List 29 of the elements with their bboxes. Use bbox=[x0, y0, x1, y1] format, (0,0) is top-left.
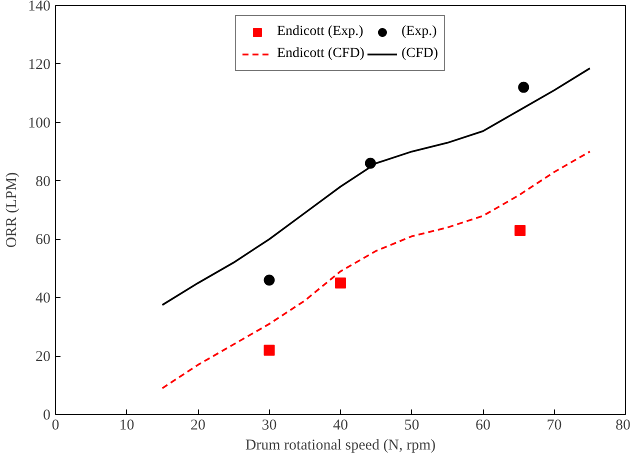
y-tick-label: 140 bbox=[28, 0, 50, 14]
y-tick-label: 60 bbox=[36, 232, 50, 248]
line-series bbox=[161, 67, 591, 306]
line-series bbox=[161, 150, 591, 390]
legend-label: Endicott (Exp.) bbox=[276, 24, 364, 40]
y-tick-label: 0 bbox=[43, 408, 50, 424]
y-axis-title: ORR (LPM) bbox=[4, 172, 20, 248]
y-tick-label: 80 bbox=[36, 174, 50, 190]
x-axis-title: Drum rotational speed (N, rpm) bbox=[245, 438, 436, 454]
y-tick-label: 20 bbox=[36, 349, 50, 366]
point bbox=[264, 274, 275, 286]
x-tick-label: 10 bbox=[119, 418, 134, 434]
legend-label: (Exp.) bbox=[401, 24, 437, 40]
legend-label: Endicott (CFD) bbox=[276, 46, 364, 62]
y-tick-label: 120 bbox=[28, 56, 50, 73]
x-tick-label: 60 bbox=[476, 418, 490, 434]
x-tick-label: 70 bbox=[546, 418, 562, 434]
x-tick-label: 20 bbox=[190, 418, 206, 434]
x-tick-label: 40 bbox=[333, 418, 348, 434]
x-tick-label: 80 bbox=[616, 418, 630, 434]
legend-label: (CFD) bbox=[401, 46, 438, 62]
point bbox=[514, 224, 526, 236]
point bbox=[518, 82, 530, 93]
x-tick-label: 30 bbox=[262, 418, 277, 434]
point bbox=[264, 344, 275, 356]
x-tick-label: 50 bbox=[404, 418, 420, 434]
point bbox=[335, 278, 346, 289]
y-tick-label: 100 bbox=[28, 115, 50, 132]
y-tick-label: 40 bbox=[36, 290, 50, 307]
